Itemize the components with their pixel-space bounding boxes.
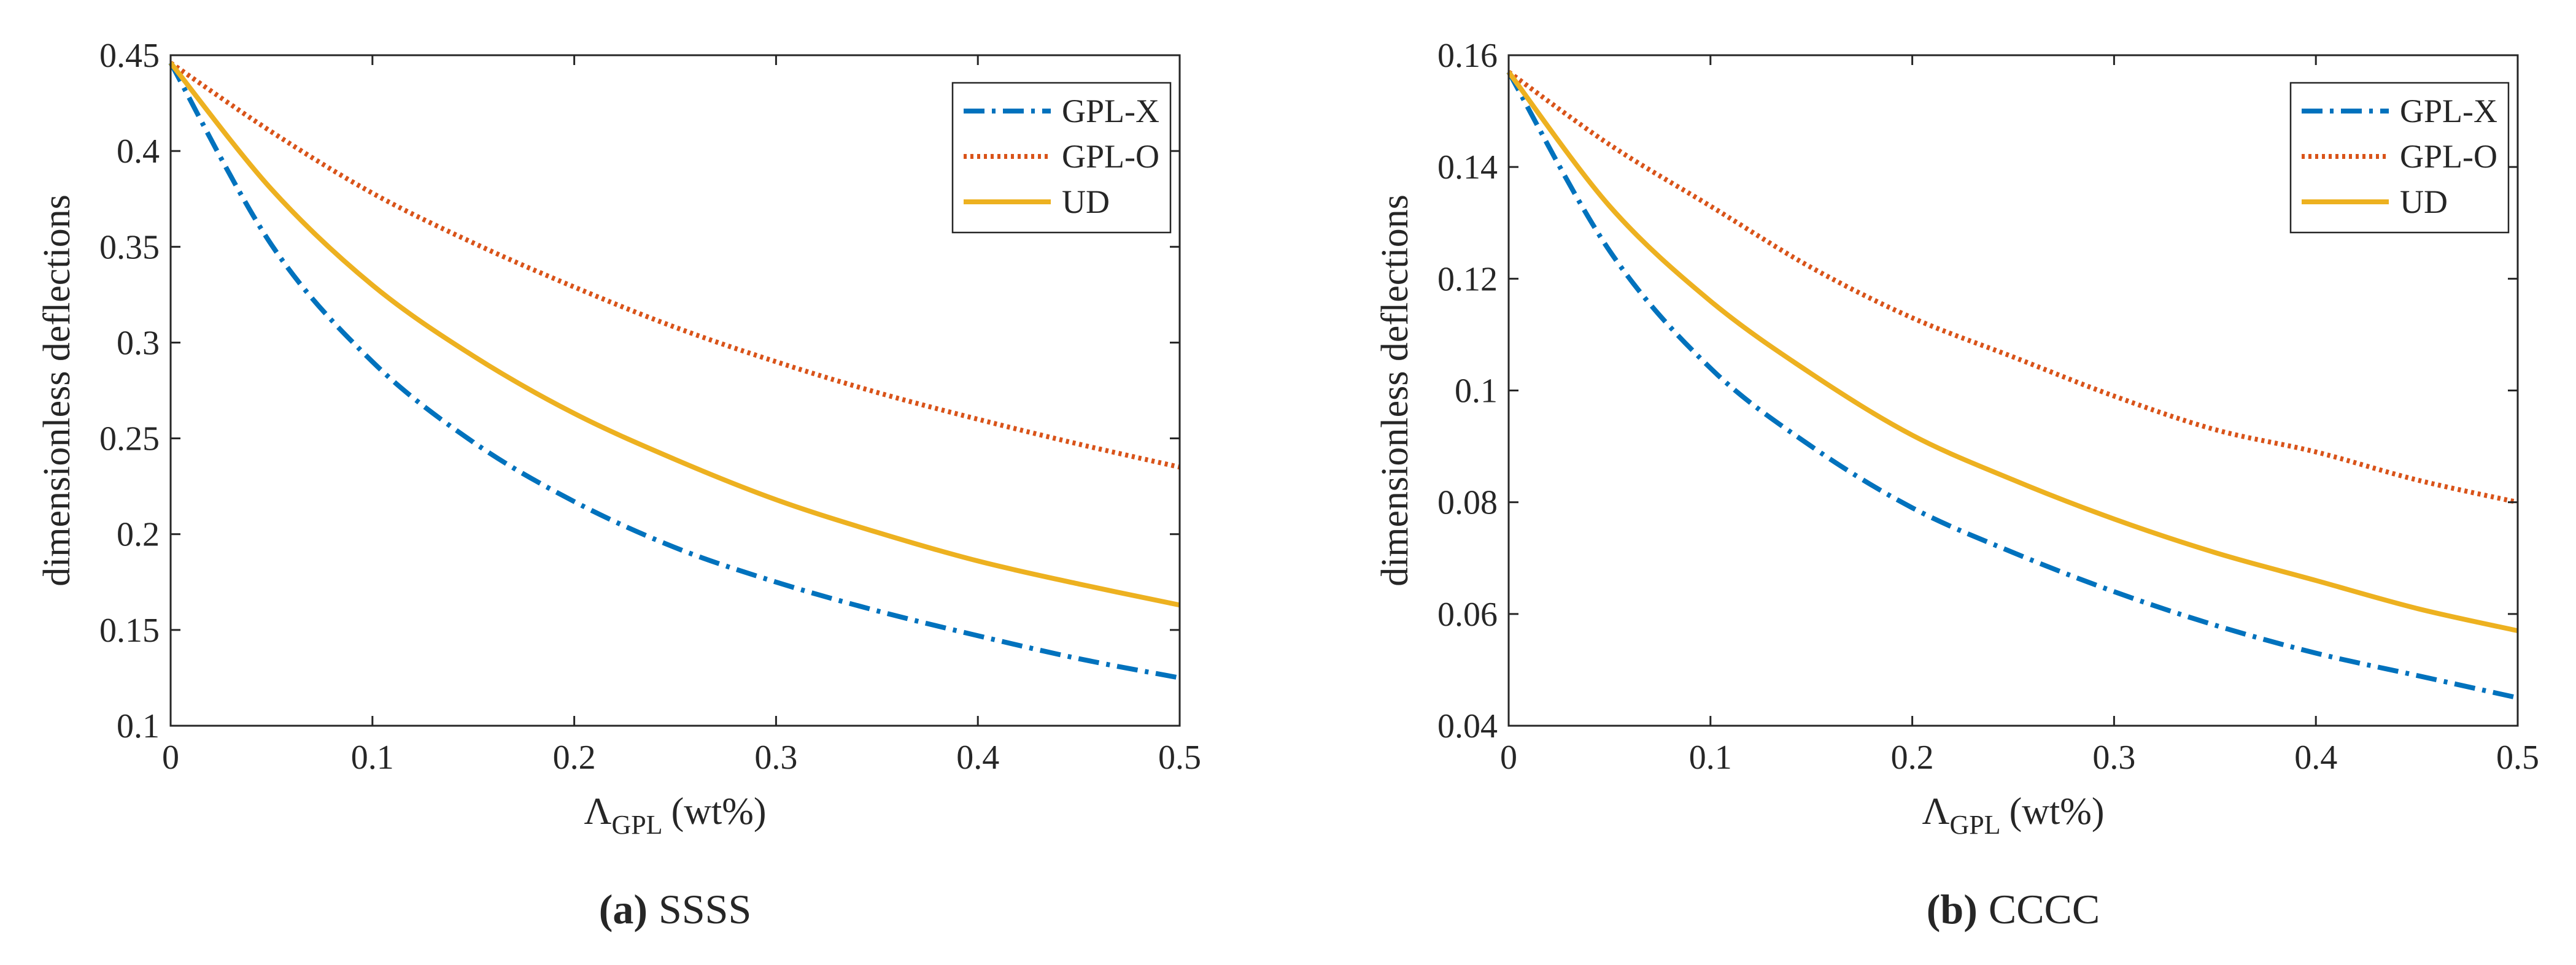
x-tick-label: 0.3 (2092, 739, 2135, 777)
legend-label-ud: UD (2400, 183, 2448, 220)
legend-label-gpl-o: GPL-O (2400, 138, 2497, 175)
x-tick-label: 0.5 (1158, 739, 1201, 777)
x-tick-label: 0.3 (754, 739, 797, 777)
panel-caption-text: SSSS (659, 886, 751, 932)
legend-label-gpl-x: GPL-X (2400, 93, 2497, 129)
x-tick-label: 0 (1500, 739, 1517, 777)
legend-box (2289, 82, 2510, 234)
x-tick-label: 0.5 (2496, 739, 2539, 777)
x-axis-label-symbol: Λ (584, 791, 611, 832)
x-tick-label: 0.4 (2294, 739, 2337, 777)
x-axis-label-subscript: GPL (1949, 810, 2000, 840)
y-tick-label: 0.12 (1437, 260, 1498, 298)
y-tick-label: 0.04 (1437, 707, 1498, 745)
y-tick-label: 0.06 (1437, 596, 1498, 634)
y-tick-label: 0.4 (117, 133, 160, 171)
series-line-gpl-o (169, 61, 1180, 470)
y-tick-label: 0.1 (117, 707, 160, 745)
x-tick-label: 0.2 (553, 739, 596, 777)
legend-label-ud: UD (1062, 183, 1110, 220)
y-tick-label: 0.14 (1437, 148, 1498, 186)
x-axis-label-symbol: Λ (1922, 791, 1949, 832)
y-tick-label: 0.15 (99, 612, 160, 650)
x-tick-label: 0.4 (956, 739, 999, 777)
chart-panel-cccc: 0 0.1 0.2 0.3 0.4 0.5 0.04 0.06 0.08 0.1 0.12 0.14 0… (1374, 37, 2539, 932)
x-axis-label: ΛGPL (wt%) (1922, 791, 2104, 840)
series-line-gpl-x (1506, 71, 2518, 701)
y-tick-label: 0.3 (117, 324, 160, 362)
y-tick-label: 0.08 (1437, 484, 1498, 522)
series-line-ud (1506, 70, 2518, 634)
y-tick-label: 0.45 (99, 37, 160, 75)
y-tick-label: 0.25 (99, 420, 160, 458)
x-tick-label: 0.2 (1891, 739, 1934, 777)
x-axis-label-unit: (wt%) (671, 791, 767, 832)
series-line-ud (168, 61, 1180, 608)
x-axis-label-subscript: GPL (611, 810, 662, 840)
x-axis-label-unit: (wt%) (2009, 791, 2105, 832)
y-axis-label: dimensionless deflections (1374, 194, 1416, 586)
x-tick-label: 0.1 (351, 739, 394, 777)
x-tick-label: 0 (162, 739, 179, 777)
plot-frame (169, 54, 1181, 727)
panel-caption-label: (a) (599, 886, 648, 932)
y-tick-label: 0.1 (1455, 372, 1498, 410)
panel-caption: (b) CCCC (1927, 886, 2100, 932)
legend-label-gpl-o: GPL-O (1062, 138, 1159, 175)
y-tick-label: 0.16 (1437, 37, 1498, 75)
panel-caption: (a) SSSS (599, 886, 752, 932)
legend-box (951, 82, 1172, 234)
legend: GPL-X GPL-O UD (2289, 82, 2510, 234)
x-axis-label: ΛGPL (wt%) (584, 791, 766, 840)
series-line-gpl-o (1507, 70, 2518, 505)
panel-caption-label: (b) (1927, 886, 1978, 932)
y-axis-label: dimensionless deflections (36, 194, 78, 586)
panel-caption-text: CCCC (1989, 886, 2100, 932)
legend-label-gpl-x: GPL-X (1062, 93, 1159, 129)
x-tick-label: 0.1 (1689, 739, 1732, 777)
y-tick-label: 0.35 (99, 228, 160, 266)
y-tick-label: 0.2 (117, 516, 160, 554)
legend: GPL-X GPL-O UD (951, 82, 1172, 234)
chart-panel-ssss: 0 0.1 0.2 0.3 0.4 0.50.10.150.20.250.30.350.4… (36, 37, 1201, 932)
